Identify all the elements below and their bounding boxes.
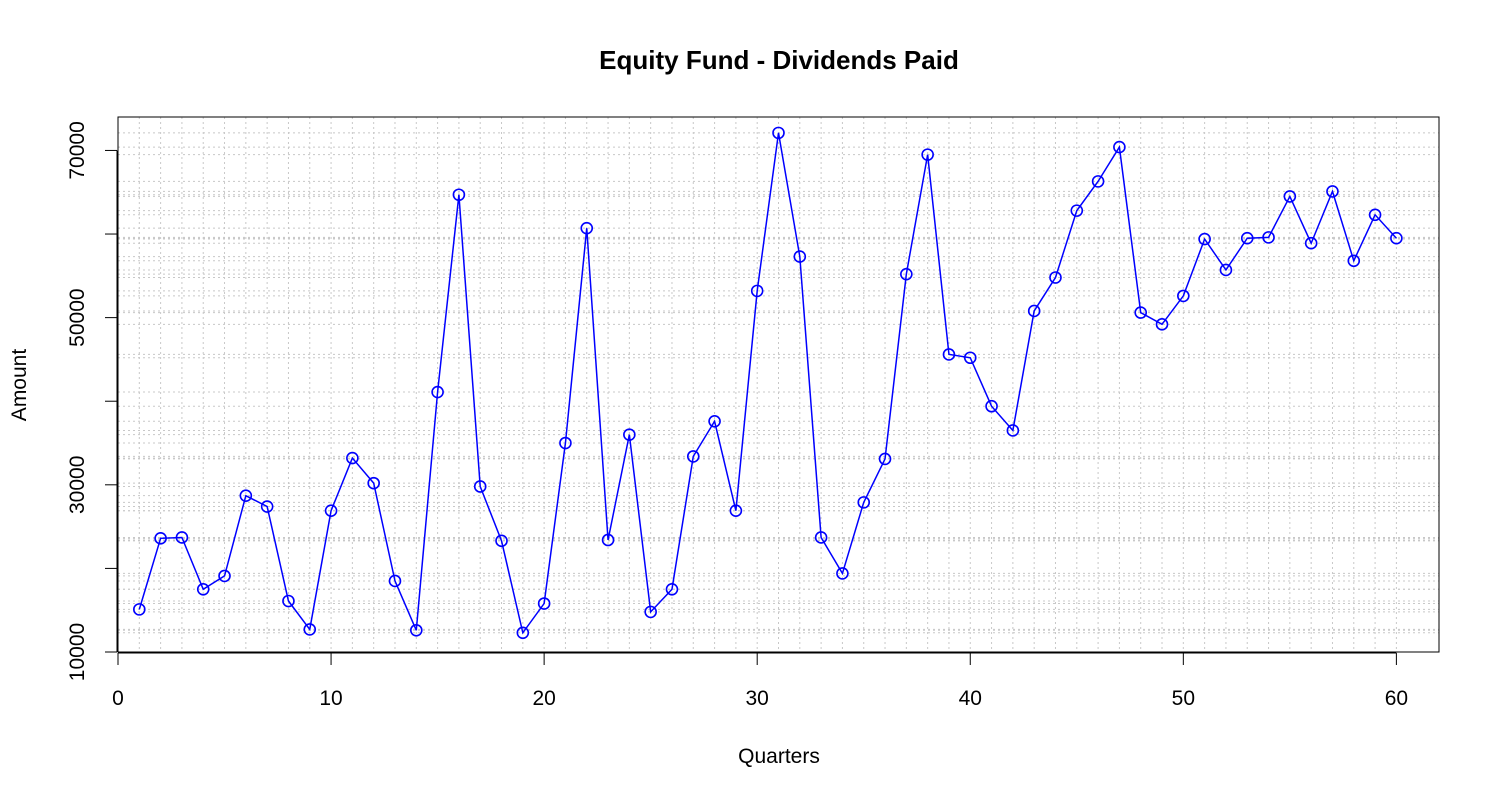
data-point <box>1368 208 1382 222</box>
x-tick-label: 10 <box>319 687 342 710</box>
data-point <box>239 489 253 502</box>
x-tick-label: 20 <box>532 687 555 710</box>
data-point <box>750 284 764 298</box>
x-tick-label: 50 <box>1172 687 1195 710</box>
x-tick-label: 0 <box>112 687 124 710</box>
data-point <box>1070 204 1084 217</box>
data-point <box>516 626 530 640</box>
data-point <box>729 504 743 518</box>
data-point <box>324 504 338 518</box>
data-point <box>1326 185 1339 198</box>
data-point <box>1198 232 1211 246</box>
data-point <box>623 428 636 441</box>
data-point <box>878 452 892 466</box>
plot-frame <box>117 116 1440 653</box>
data-point <box>175 531 189 544</box>
data-point <box>495 534 508 548</box>
y-axis-label: Amount <box>8 349 31 422</box>
data-point <box>708 414 721 428</box>
data-point <box>1027 304 1041 318</box>
data-point <box>1177 289 1190 303</box>
data-point <box>260 500 274 513</box>
data-point <box>1155 318 1169 331</box>
data-point <box>921 148 934 161</box>
data-point <box>772 126 785 140</box>
data-point <box>559 436 572 450</box>
data-point <box>409 623 423 637</box>
series-layer <box>133 126 1403 640</box>
data-point <box>1091 175 1105 188</box>
y-tick-label: 50000 <box>66 288 89 346</box>
data-point <box>346 451 359 465</box>
data-point <box>1049 271 1062 284</box>
data-point <box>601 533 615 547</box>
x-tick-label: 30 <box>746 687 769 710</box>
data-point <box>580 221 594 235</box>
axes: 0 10 20 30 40 50 60 10000 30000 50000 70000 <box>66 121 1408 710</box>
data-point <box>644 605 657 619</box>
y-tick-label: 10000 <box>66 623 89 681</box>
y-tick-label: 70000 <box>66 121 89 179</box>
data-point <box>473 480 487 493</box>
data-point <box>793 250 807 263</box>
data-point <box>1304 236 1318 250</box>
data-point <box>1113 140 1126 154</box>
data-point <box>303 623 317 636</box>
data-point <box>1347 254 1361 268</box>
data-point <box>218 569 231 583</box>
series-line <box>138 132 1397 635</box>
data-point <box>431 385 444 399</box>
data-point <box>857 496 871 509</box>
data-point <box>537 597 551 610</box>
data-point <box>814 531 828 544</box>
y-tick-label: 30000 <box>66 456 89 514</box>
x-tick-label: 40 <box>959 687 982 710</box>
data-point <box>1262 231 1275 244</box>
data-point <box>367 476 380 490</box>
x-axis-label: Quarters <box>738 745 820 768</box>
chart-title: Equity Fund - Dividends Paid <box>599 45 959 75</box>
data-point <box>196 583 210 596</box>
data-point <box>1006 424 1020 437</box>
grid <box>118 117 1439 652</box>
data-point <box>836 567 849 580</box>
data-point <box>452 188 466 202</box>
data-point <box>388 574 402 588</box>
data-point <box>686 450 700 463</box>
data-point <box>665 583 679 596</box>
data-point <box>282 594 295 608</box>
x-tick-label: 60 <box>1385 687 1408 710</box>
data-point <box>1219 263 1233 277</box>
data-point <box>963 351 977 365</box>
data-point <box>942 348 956 361</box>
data-point <box>1390 231 1403 245</box>
data-point <box>985 399 998 413</box>
data-point <box>154 532 167 545</box>
data-point <box>1134 306 1148 319</box>
data-point <box>1240 231 1254 245</box>
data-point <box>133 603 146 616</box>
data-point <box>900 267 913 281</box>
data-point <box>1283 190 1297 203</box>
